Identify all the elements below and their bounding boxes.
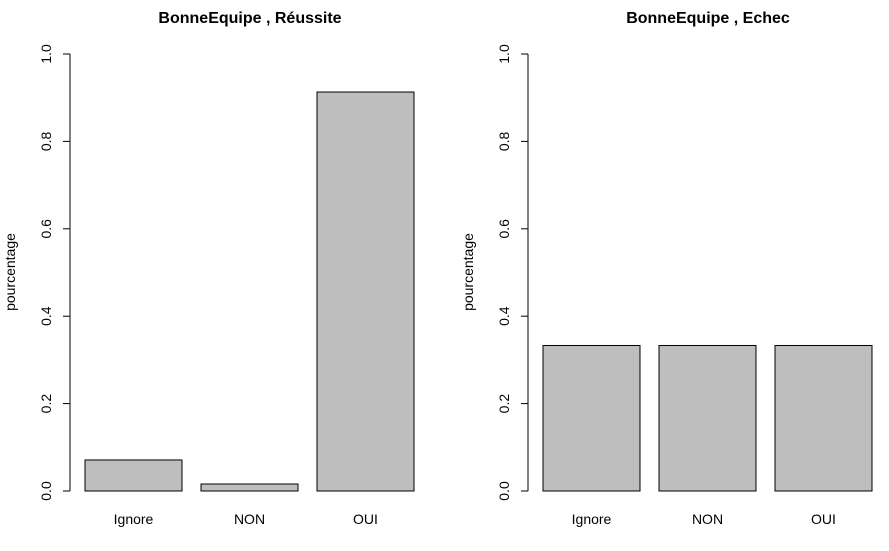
chart-title: BonneEquipe , Réussite [158, 10, 341, 27]
y-tick-label: 0.2 [38, 394, 54, 414]
y-tick-label: 0.0 [38, 481, 54, 501]
panel-echec: BonneEquipe , Echec pourcentage 0.0 0.2 0.… [460, 10, 873, 527]
y-tick-label: 0.8 [496, 131, 512, 151]
bar [200, 483, 299, 492]
bar [774, 344, 873, 492]
bar [542, 344, 641, 492]
bar [658, 344, 757, 492]
panel-reussite: BonneEquipe , Réussite pourcentage 0.0 0.… [2, 10, 415, 527]
y-tick-label: 0.2 [496, 394, 512, 414]
y-tick-label: 0.4 [38, 306, 54, 326]
x-category-label: NON [692, 511, 723, 527]
y-tick-label: 0.8 [38, 131, 54, 151]
bar [316, 91, 415, 492]
chart-title: BonneEquipe , Echec [626, 10, 790, 27]
x-category-label: Ignore [114, 511, 154, 527]
y-axis-label: pourcentage [2, 233, 18, 311]
y-tick-label: 0.6 [38, 219, 54, 239]
x-category-label: Ignore [572, 511, 612, 527]
y-tick-label: 0.0 [496, 481, 512, 501]
y-tick-label: 0.4 [496, 306, 512, 326]
y-tick-label: 1.0 [496, 44, 512, 64]
y-tick-label: 1.0 [38, 44, 54, 64]
x-category-label: NON [234, 511, 265, 527]
y-tick-label: 0.6 [496, 219, 512, 239]
bar [84, 459, 183, 492]
x-category-label: OUI [353, 511, 378, 527]
x-category-label: OUI [811, 511, 836, 527]
y-axis-label: pourcentage [460, 233, 476, 311]
